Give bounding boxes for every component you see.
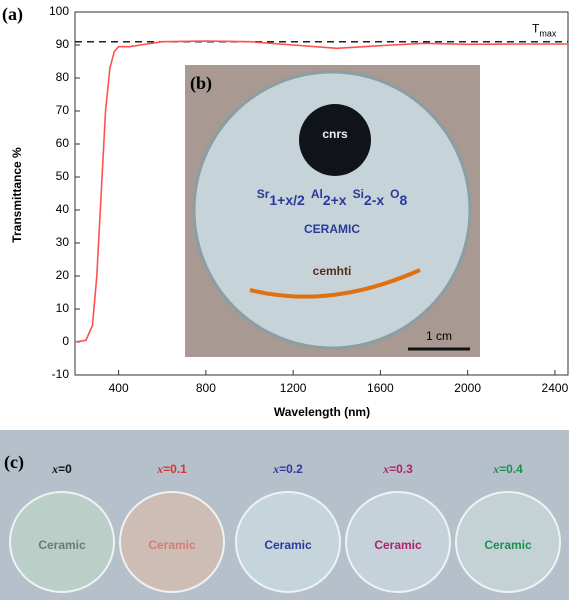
formula-sub: 2-x [364,192,384,208]
x-tick-label: 2000 [454,381,481,395]
panel-label: (c) [4,452,24,473]
formula-base: Sr [257,187,270,201]
sample-text: Ceramic [484,538,532,552]
sample-text: Ceramic [148,538,196,552]
y-tick-label: 30 [56,235,70,249]
y-tick-label: 90 [56,37,70,51]
sample-var: x [382,462,389,476]
formula-sub: 1+x/2 [269,192,305,208]
panel-label: (a) [2,4,23,25]
reference-label: Tmax [532,22,557,39]
formula-base: Al [311,187,323,201]
formula-base: Si [353,187,364,201]
sample-eq: =0.1 [163,462,187,476]
y-tick-label: 60 [56,136,70,150]
sample-eq: =0.4 [499,462,523,476]
y-tick-label: 40 [56,202,70,216]
inset-photo: (b) cnrs CERAMIC cemhti 1 cm Sr1+x/2 Al2+… [185,65,480,357]
sample-label: x=0.2 [272,462,303,476]
sample-eq: =0.3 [389,462,413,476]
formula-sub: 8 [400,192,408,208]
y-tick-label: 10 [56,301,70,315]
y-tick-label: 50 [56,169,70,183]
sample-var: x [156,462,163,476]
y-tick-label: -10 [52,367,70,381]
sample-label: x=0 [51,462,72,476]
y-tick-label: 80 [56,70,70,84]
y-tick-label: 100 [49,4,69,18]
x-tick-label: 2400 [542,381,569,395]
sample-label: x=0.3 [382,462,413,476]
y-axis-title: Transmittance % [10,147,24,243]
sample-label: x=0.4 [492,462,523,476]
y-tick-label: 20 [56,268,70,282]
formula-sub: 2+x [323,192,347,208]
sample-text: Ceramic [38,538,86,552]
formula-base: O [390,187,399,201]
y-tick-label: 70 [56,103,70,117]
x-tick-label: 1600 [367,381,394,395]
subtitle: CERAMIC [304,222,360,236]
sample-var: x [272,462,279,476]
panel-label: (b) [190,73,212,94]
sample-text: Ceramic [264,538,312,552]
x-tick-label: 400 [109,381,129,395]
sample-label: x=0.1 [156,462,187,476]
sample-eq: =0 [58,462,72,476]
x-axis-title: Wavelength (nm) [274,405,370,419]
logo-text: cnrs [322,127,348,141]
reference-label-sub: max [539,29,557,39]
sample-text: Ceramic [374,538,422,552]
sample-eq: =0.2 [279,462,303,476]
y-tick-label: 0 [62,334,69,348]
figure: (a) Wavelength (nm) Transmittance % (c) … [0,0,569,600]
x-tick-label: 800 [196,381,216,395]
sample-var: x [51,462,58,476]
sample-var: x [492,462,499,476]
scale-label: 1 cm [426,329,452,343]
x-tick-label: 1200 [280,381,307,395]
logo-text: cemhti [313,264,352,278]
